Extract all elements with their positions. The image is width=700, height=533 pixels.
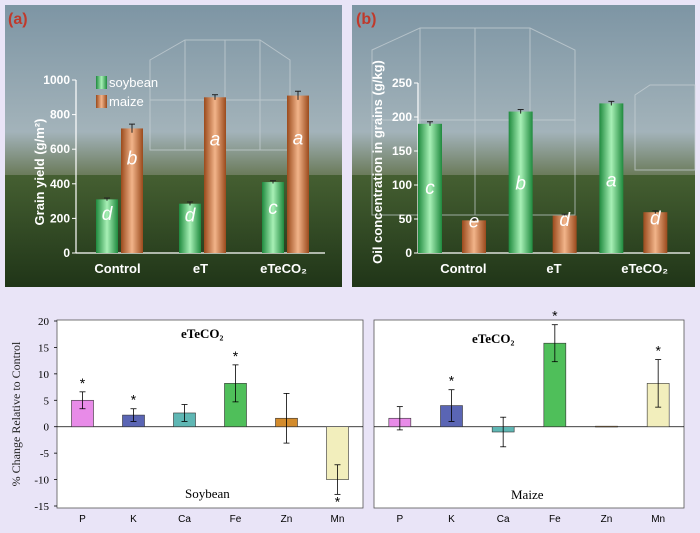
- y-tick-label: 400: [50, 177, 70, 191]
- bar-orange: [121, 128, 143, 253]
- bar-green: [96, 199, 118, 253]
- y-tick-label: 50: [399, 212, 413, 226]
- significance-letter: b: [127, 148, 138, 169]
- significance-letter: a: [210, 130, 221, 151]
- y-tick-label: 15: [38, 342, 50, 354]
- x-tick-label: P: [396, 514, 403, 525]
- chart-c: -15 -10 -5 0 5 10 15 20 P * K * Ca Fe * Zn Mn *: [34, 316, 363, 525]
- y-tick-label: 1000: [43, 73, 70, 87]
- bar-Zn: [595, 425, 618, 428]
- significance-star: *: [449, 373, 455, 389]
- panel-d-frame: [373, 319, 685, 509]
- photo-background-a: [5, 5, 342, 287]
- bar-orange: [552, 215, 577, 253]
- y-tick-label: -15: [34, 501, 49, 513]
- x-tick-label: Ca: [178, 514, 191, 525]
- x-tick-label: Zn: [281, 514, 293, 525]
- legend-swatch: [96, 76, 107, 89]
- x-tick-label: Mn: [331, 514, 345, 525]
- y-tick-label: 600: [50, 142, 70, 156]
- significance-letter: d: [559, 210, 571, 231]
- x-tick-label: Zn: [601, 514, 613, 525]
- y-tick-label: -10: [34, 475, 49, 487]
- x-tick-label: Ca: [497, 514, 510, 525]
- significance-letter: c: [425, 178, 435, 199]
- significance-star: *: [233, 348, 239, 364]
- significance-letter: a: [293, 129, 304, 150]
- x-tick-label: eT: [546, 261, 561, 276]
- y-tick-label: 150: [392, 144, 412, 158]
- x-tick-label: Fe: [230, 514, 242, 525]
- bar-green: [508, 111, 533, 253]
- y-tick-label: 20: [38, 316, 50, 328]
- chart-c-annotation: Soybean: [185, 486, 230, 501]
- y-tick-label: 200: [50, 211, 70, 225]
- legend-label: soybean: [109, 75, 158, 90]
- bar-green: [599, 103, 624, 254]
- panel-c-frame: [56, 319, 364, 509]
- legend-swatch: [96, 95, 107, 108]
- x-tick-label: eTeCO₂: [621, 261, 668, 276]
- significance-letter: b: [515, 173, 526, 194]
- x-tick-label: Control: [440, 261, 486, 276]
- x-tick-label: K: [130, 514, 137, 525]
- y-tick-label: 0: [44, 422, 50, 434]
- chart-d-title: eTeCO₂: [472, 331, 515, 346]
- x-tick-label: K: [448, 514, 455, 525]
- x-tick-label: P: [79, 514, 86, 525]
- chart-a-ylabel: Grain yield (g/m²): [32, 119, 47, 226]
- chart-c-title: eTeCO₂: [181, 326, 224, 341]
- x-tick-label: Control: [94, 261, 140, 276]
- bar-orange: [287, 95, 309, 253]
- bar-green: [262, 182, 284, 253]
- bar-green: [179, 203, 201, 253]
- panel-label-a: (a): [8, 11, 28, 28]
- significance-star: *: [655, 343, 661, 359]
- significance-letter: e: [469, 212, 480, 233]
- y-tick-label: 0: [63, 246, 70, 260]
- y-tick-label: 100: [392, 178, 412, 192]
- significance-letter: d: [185, 206, 197, 227]
- significance-star: *: [335, 493, 341, 509]
- chart-d: P K * Ca Fe * Zn Mn *: [374, 308, 684, 525]
- significance-letter: a: [606, 171, 617, 192]
- x-tick-label: Mn: [651, 514, 665, 525]
- bar-orange: [462, 220, 486, 253]
- chart-b: 0 50 100 150 200 250 Control eT eTeCO₂ c b a e d d: [392, 76, 690, 276]
- legend-label: maize: [109, 94, 144, 109]
- significance-star: *: [131, 392, 137, 408]
- x-tick-label: eT: [193, 261, 208, 276]
- bar-orange: [643, 212, 668, 253]
- chart-b-ylabel: Oil concentration in grains (g/kg): [370, 60, 385, 264]
- y-tick-label: 250: [392, 76, 412, 90]
- x-tick-label: Fe: [549, 514, 561, 525]
- y-tick-label: 200: [392, 110, 412, 124]
- bar-orange: [204, 97, 226, 253]
- significance-star: *: [552, 308, 558, 324]
- chart-c-ylabel: % Change Relative to Control: [9, 341, 23, 486]
- bar-green: [418, 123, 442, 253]
- y-tick-label: 10: [38, 369, 50, 381]
- y-tick-label: 800: [50, 108, 70, 122]
- significance-letter: c: [268, 198, 278, 219]
- significance-letter: d: [650, 209, 662, 230]
- y-tick-label: -5: [40, 448, 50, 460]
- panel-label-b: (b): [356, 11, 376, 28]
- significance-letter: d: [102, 204, 114, 225]
- x-tick-label: eTeCO₂: [260, 261, 307, 276]
- chart-a: 0 200 400 600 800 1000 Control eT eTeCO₂ d d c b a a so…: [43, 73, 325, 276]
- y-tick-label: 0: [405, 246, 412, 260]
- chart-d-annotation: Maize: [511, 487, 544, 502]
- significance-star: *: [80, 375, 86, 391]
- y-tick-label: 5: [44, 395, 50, 407]
